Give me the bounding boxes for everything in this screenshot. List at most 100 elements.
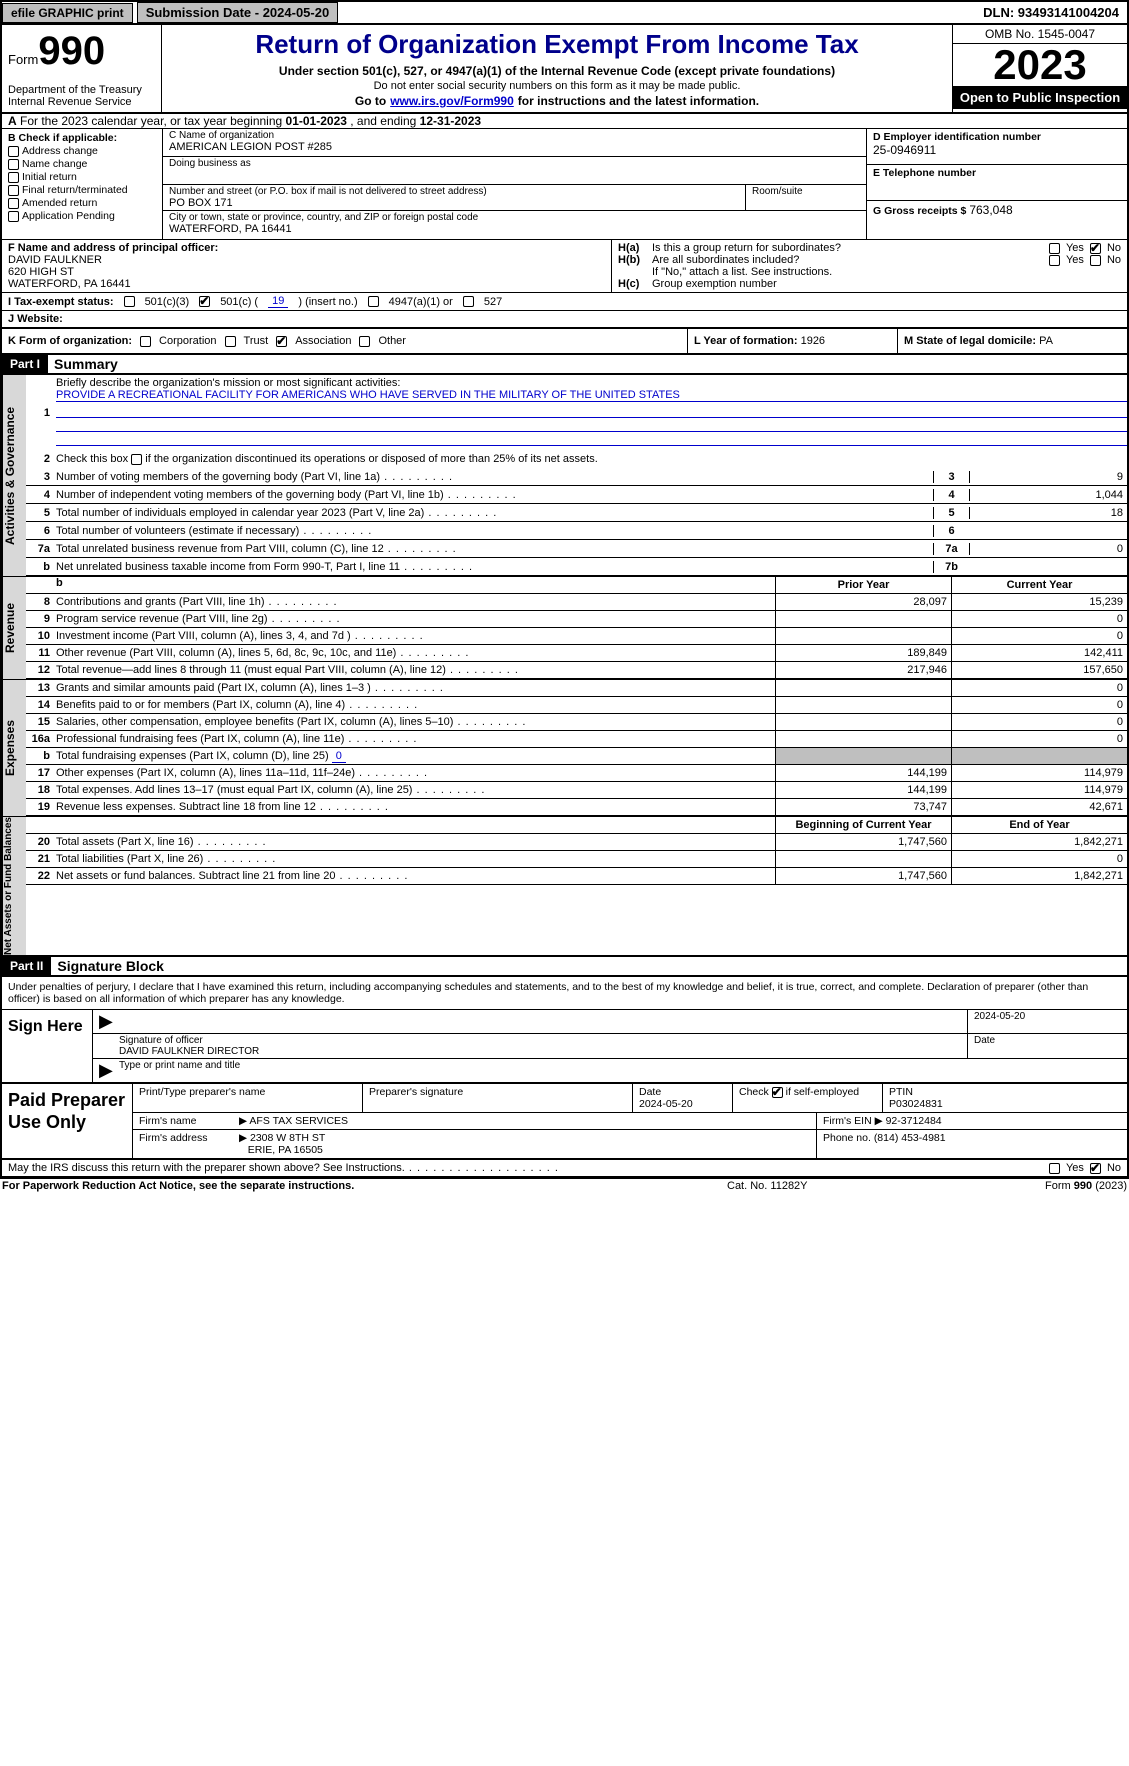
street-label: Number and street (or P.O. box if mail i…	[169, 186, 739, 197]
gross-receipts-value: 763,048	[969, 203, 1012, 217]
header-title-block: Return of Organization Exempt From Incom…	[162, 25, 952, 112]
gross-receipts-label: G Gross receipts $	[873, 205, 966, 217]
summary-expenses: Expenses 13Grants and similar amounts pa…	[2, 680, 1127, 817]
firm-ein-label: Firm's EIN	[823, 1115, 872, 1127]
summary-governance: Activities & Governance 1 Briefly descri…	[2, 375, 1127, 577]
firm-phone: (814) 453-4981	[874, 1132, 946, 1144]
col-current-year: Current Year	[951, 577, 1127, 593]
summary-line-3: 3Number of voting members of the governi…	[26, 468, 1127, 486]
summary-net-assets: Net Assets or Fund Balances Beginning of…	[2, 817, 1127, 957]
info-grid: B Check if applicable: Address change Na…	[2, 129, 1127, 240]
box-d: D Employer identification number 25-0946…	[867, 129, 1127, 239]
discuss-row: May the IRS discuss this return with the…	[2, 1160, 1127, 1177]
line-16b-value: 0	[332, 750, 346, 763]
checkbox-discuss-yes[interactable]	[1049, 1163, 1060, 1174]
checkbox-501c3[interactable]	[124, 296, 135, 307]
officer-addr1: 620 HIGH ST	[8, 266, 74, 278]
preparer-date: 2024-05-20	[639, 1098, 693, 1110]
checkbox-trust[interactable]	[225, 336, 236, 347]
checkbox-address-change[interactable]	[8, 146, 19, 157]
hb-note: If "No," attach a list. See instructions…	[652, 266, 832, 278]
signature-arrow-icon-2: ▶	[93, 1059, 113, 1082]
part1-header: Part I Summary	[2, 355, 1127, 375]
hb-label: Are all subordinates included?	[652, 254, 799, 266]
checkbox-name-change[interactable]	[8, 159, 19, 170]
officer-label: F Name and address of principal officer:	[8, 242, 218, 254]
part2-header: Part II Signature Block	[2, 957, 1127, 977]
checkbox-self-employed[interactable]	[772, 1087, 783, 1098]
firm-ein-arrow-icon: ▶	[875, 1115, 883, 1127]
checkbox-hb-no[interactable]	[1090, 255, 1101, 266]
preparer-name-label: Print/Type preparer's name	[133, 1084, 363, 1112]
city-label: City or town, state or province, country…	[169, 212, 860, 223]
header-right: OMB No. 1545-0047 2023 Open to Public In…	[952, 25, 1127, 112]
fin-line-13: 13Grants and similar amounts paid (Part …	[26, 680, 1127, 697]
checkbox-app-pending[interactable]	[8, 211, 19, 222]
firm-ein: 92-3712484	[886, 1115, 942, 1127]
paid-preparer-row: Paid Preparer Use Only Print/Type prepar…	[2, 1084, 1127, 1160]
checkbox-amended[interactable]	[8, 198, 19, 209]
fh-row: F Name and address of principal officer:…	[2, 240, 1127, 293]
checkbox-501c[interactable]	[199, 296, 210, 307]
checkbox-4947[interactable]	[368, 296, 379, 307]
officer-addr2: WATERFORD, PA 16441	[8, 278, 131, 290]
line-a-label: A	[8, 114, 17, 128]
part1-tag: Part I	[2, 355, 48, 373]
ptin-value: P03024831	[889, 1098, 943, 1110]
box-h: H(a) Is this a group return for subordin…	[612, 240, 1127, 292]
col-prior-year: Prior Year	[775, 577, 951, 593]
fin-line-16a: 16aProfessional fundraising fees (Part I…	[26, 731, 1127, 748]
checkbox-ha-yes[interactable]	[1049, 243, 1060, 254]
tax-year: 2023	[953, 44, 1127, 86]
firm-name-label: Firm's name	[133, 1113, 233, 1129]
paid-preparer-label: Paid Preparer Use Only	[2, 1084, 132, 1158]
box-j: J Website:	[2, 311, 1127, 329]
city-value: WATERFORD, PA 16441	[169, 223, 860, 235]
irs-link[interactable]: www.irs.gov/Form990	[390, 94, 514, 108]
form-subtitle-2: Do not enter social security numbers on …	[170, 80, 944, 92]
org-name: AMERICAN LEGION POST #285	[169, 141, 860, 153]
mission-label: Briefly describe the organization's miss…	[56, 377, 400, 389]
checkbox-discontinued[interactable]	[131, 454, 142, 465]
form-title: Return of Organization Exempt From Incom…	[170, 29, 944, 60]
sign-date-value: 2024-05-20	[967, 1010, 1127, 1033]
fin-line-8: 8Contributions and grants (Part VIII, li…	[26, 594, 1127, 611]
summary-line-b: bNet unrelated business taxable income f…	[26, 558, 1127, 576]
open-inspection-badge: Open to Public Inspection	[953, 86, 1127, 109]
dba-label: Doing business as	[169, 158, 860, 169]
line-16b-n: b	[26, 748, 56, 764]
checkbox-corporation[interactable]	[140, 336, 151, 347]
checkbox-discuss-no[interactable]	[1090, 1163, 1101, 1174]
checkbox-final-return[interactable]	[8, 185, 19, 196]
year-formation: 1926	[801, 335, 825, 347]
efile-print-button[interactable]: efile GRAPHIC print	[2, 3, 133, 23]
checkbox-ha-no[interactable]	[1090, 243, 1101, 254]
checkbox-association[interactable]	[276, 336, 287, 347]
vtab-revenue: Revenue	[2, 577, 26, 679]
tax-exempt-label: I Tax-exempt status:	[8, 296, 114, 308]
ptin-label: PTIN	[889, 1086, 913, 1098]
checkbox-other[interactable]	[359, 336, 370, 347]
firm-addr1: 2308 W 8TH ST	[250, 1132, 325, 1144]
checkbox-527[interactable]	[463, 296, 474, 307]
col-begin-year: Beginning of Current Year	[775, 817, 951, 833]
dept-treasury: Department of the Treasury Internal Reve…	[8, 84, 155, 108]
tax-year-end: 12-31-2023	[420, 114, 481, 128]
summary-line-5: 5Total number of individuals employed in…	[26, 504, 1127, 522]
box-b-title: B Check if applicable:	[8, 132, 117, 144]
sig-officer-label: Signature of officer	[119, 1035, 203, 1046]
col-end-year: End of Year	[951, 817, 1127, 833]
fin-line-21: 21Total liabilities (Part X, line 26)0	[26, 851, 1127, 868]
dln: DLN: 93493141004204	[983, 5, 1127, 20]
summary-revenue: Revenue b Prior Year Current Year 8Contr…	[2, 577, 1127, 680]
suite-label: Room/suite	[752, 186, 860, 197]
officer-name: DAVID FAULKNER	[8, 254, 102, 266]
preparer-sig-label: Preparer's signature	[363, 1084, 633, 1112]
checkbox-initial-return[interactable]	[8, 172, 19, 183]
street-value: PO BOX 171	[169, 197, 739, 209]
firm-arrow-icon: ▶	[239, 1115, 247, 1127]
footer-catno: Cat. No. 11282Y	[727, 1180, 927, 1192]
checkbox-hb-yes[interactable]	[1049, 255, 1060, 266]
fin-line-12: 12Total revenue—add lines 8 through 11 (…	[26, 662, 1127, 679]
header-form-number: Form990 Department of the Treasury Inter…	[2, 25, 162, 112]
